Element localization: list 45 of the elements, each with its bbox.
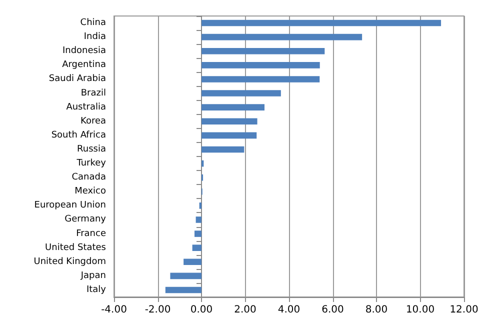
y-tick-label: India [84, 32, 106, 42]
x-tick-label: 8.00 [365, 304, 388, 316]
bar [202, 104, 264, 110]
y-tick-label: Brazil [80, 88, 106, 98]
bar [192, 244, 202, 251]
bar [202, 34, 362, 40]
bar [202, 90, 281, 96]
bar [202, 62, 320, 68]
bar [170, 272, 202, 280]
y-tick-label: Australia [66, 102, 106, 112]
y-tick-label: China [80, 18, 106, 28]
bar [194, 230, 202, 237]
y-tick-label: United Kingdom [34, 256, 106, 267]
x-tick-label: 10.00 [406, 304, 435, 316]
y-tick-label: Korea [80, 116, 106, 126]
y-tick-label: Turkey [76, 158, 107, 169]
x-tick-label: 0.00 [190, 304, 213, 316]
x-tick-label: 6.00 [322, 304, 344, 316]
y-tick-label: United States [45, 242, 106, 253]
y-tick-label: Saudi Arabia [48, 74, 106, 84]
bar [202, 132, 257, 139]
y-tick-label: Mexico [74, 186, 106, 197]
bar [202, 76, 320, 82]
x-tick-label: -2.00 [144, 304, 171, 316]
x-tick-label: -4.00 [101, 304, 127, 316]
y-tick-label: Indonesia [62, 46, 106, 56]
bar [196, 216, 202, 223]
x-tick-label: 4.00 [278, 304, 300, 316]
bar [202, 146, 244, 153]
bar [202, 118, 258, 125]
bar [202, 48, 325, 54]
y-tick-label: European Union [34, 200, 106, 211]
y-tick-label: Russia [77, 144, 106, 154]
x-tick-label: 2.00 [234, 304, 256, 316]
x-tick-label: 12.00 [450, 304, 478, 316]
bar [165, 286, 202, 294]
y-tick-label: France [76, 228, 106, 239]
bar [202, 20, 442, 26]
y-tick-label: Japan [80, 270, 106, 281]
y-tick-label: Italy [86, 284, 107, 295]
y-tick-label: Argentina [62, 60, 106, 70]
y-tick-label: Germany [64, 214, 107, 225]
y-tick-label: South Africa [51, 130, 106, 140]
bar [184, 258, 202, 266]
y-tick-label: Canada [72, 172, 106, 183]
